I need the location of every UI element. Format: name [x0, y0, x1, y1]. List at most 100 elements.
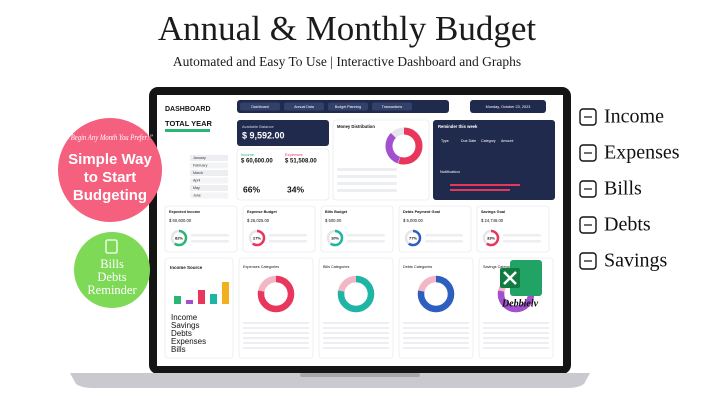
month-row	[190, 177, 228, 184]
income-bar	[198, 290, 205, 304]
reminder-col: Type	[441, 139, 449, 143]
goal-value: $ 5,000.00	[403, 218, 423, 223]
goal-pct: 10%	[331, 236, 339, 241]
goal-value: $ 60,600.00	[169, 218, 192, 223]
feature-icon	[579, 216, 597, 234]
feature-icon	[579, 252, 597, 270]
category-title: Debts Categories	[403, 265, 432, 269]
expenses-label: Expenses	[285, 152, 303, 157]
category-row	[323, 332, 389, 334]
category-row	[243, 322, 309, 324]
notification: Notification	[440, 169, 460, 174]
category-row	[323, 337, 389, 339]
period-bar	[165, 129, 210, 132]
dashboard-title: DASHBOARD	[165, 106, 211, 113]
nav-label: Dashboard	[251, 105, 269, 109]
reminder-col: Due Date	[461, 139, 476, 143]
laptop-notch	[300, 373, 420, 377]
income-bar	[186, 300, 193, 304]
goal-title: Savings Goal	[481, 210, 505, 214]
income-bar	[210, 294, 217, 304]
distribution-row	[337, 168, 397, 171]
goal-pct: 33%	[487, 236, 495, 241]
income-bar	[222, 282, 229, 304]
category-row	[323, 327, 389, 329]
legend-item: Income	[171, 313, 198, 322]
month-row	[190, 155, 228, 161]
goal-line	[269, 240, 307, 243]
goal-title: Debts Payment Goal	[403, 210, 440, 214]
month: February	[193, 163, 208, 167]
goal-pct: 27%	[253, 236, 261, 241]
feature-icon	[579, 108, 597, 126]
nav-button[interactable]	[328, 102, 368, 111]
category-row	[403, 322, 469, 324]
notification-line	[450, 189, 510, 191]
nav-button[interactable]	[240, 102, 280, 111]
date: Monday, October 23, 2023	[486, 105, 531, 109]
goal-line	[347, 234, 385, 237]
excel-x	[503, 271, 517, 285]
category-title: Bills Categories	[323, 265, 349, 269]
category-row	[483, 322, 549, 324]
reminder-icon	[105, 239, 118, 254]
month: May	[193, 186, 200, 190]
donut-arc	[337, 275, 375, 313]
legend-item: Savings	[171, 321, 199, 330]
goal-line	[425, 240, 463, 243]
goal-line	[191, 234, 229, 237]
income-label: Income	[241, 152, 255, 157]
category-row	[243, 337, 309, 339]
category-row	[403, 327, 469, 329]
donut-arc	[385, 127, 423, 165]
distribution-row	[337, 182, 397, 185]
category-title: Expenses Categories	[243, 265, 279, 269]
distribution-row	[337, 189, 397, 192]
category-row	[483, 342, 549, 344]
expenses-value: $ 51,508.00	[285, 159, 317, 165]
category-row	[483, 337, 549, 339]
reminder-text: Reminder	[87, 283, 137, 297]
reminder-card	[433, 120, 555, 200]
category-row	[243, 327, 309, 329]
category-row	[243, 347, 309, 349]
notification-line	[450, 184, 520, 186]
nav-button[interactable]	[284, 102, 324, 111]
goal-title: Expected Income	[169, 210, 200, 214]
goal-line	[269, 234, 307, 237]
category-row	[323, 322, 389, 324]
badge-headline: Budgeting	[73, 187, 147, 204]
date-box	[470, 100, 546, 113]
brand: Debbielv	[501, 298, 539, 309]
category-row	[243, 342, 309, 344]
reminder-badge	[74, 232, 150, 308]
nav-label: Transactions	[382, 105, 403, 109]
nav-button[interactable]	[372, 102, 412, 111]
category-row	[323, 342, 389, 344]
feature-icon	[579, 144, 597, 162]
overlay: Debbielv “Begin Any Month You Prefer!” Sim…	[58, 106, 680, 309]
category-row	[483, 327, 549, 329]
category-row	[243, 332, 309, 334]
laptop-base	[70, 373, 590, 388]
month: January	[193, 156, 206, 160]
category-title: Savings Categories	[483, 265, 516, 269]
badge-headline: Simple Way	[68, 151, 152, 168]
category-row	[483, 347, 549, 349]
reminder-text: Debts	[97, 270, 126, 284]
legend-item: Debts	[171, 329, 192, 338]
legend-item: Bills	[171, 345, 186, 354]
distribution-title: Money Distribution	[337, 124, 375, 129]
donut-arc	[404, 229, 422, 247]
balance-label: Available Balance	[242, 124, 275, 129]
month: March	[193, 171, 203, 175]
donut-arc	[170, 229, 188, 247]
month-row	[190, 170, 228, 176]
goal-line	[191, 240, 229, 243]
feature-label: Expenses	[604, 142, 680, 164]
distribution-card	[332, 119, 430, 201]
goal-value: $ 24,748.00	[481, 218, 504, 223]
goal-pct: 77%	[409, 236, 417, 241]
promo-badge	[58, 118, 162, 222]
legend-item: Expenses	[171, 337, 206, 346]
